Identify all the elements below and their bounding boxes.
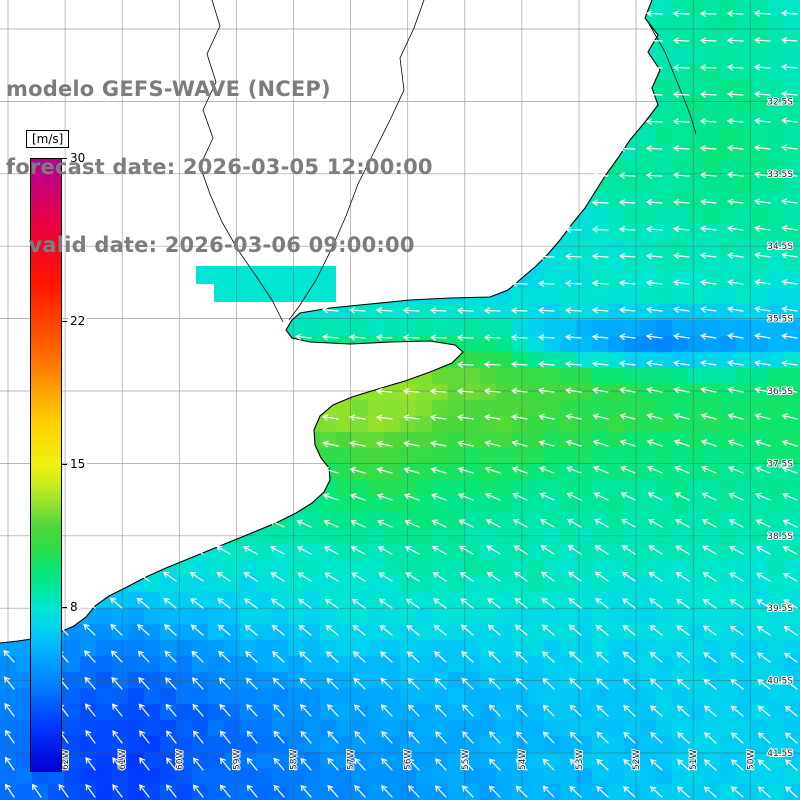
longitude-label: 50W — [746, 750, 756, 770]
longitude-label: 62W — [61, 750, 71, 770]
longitude-label: 56W — [404, 750, 414, 770]
river-line — [199, 0, 284, 323]
longitude-label: 59W — [232, 750, 242, 770]
latitude-label: 39.5S — [767, 604, 793, 614]
longitude-label: 53W — [575, 750, 585, 770]
forecast-date: forecast date: 2026-03-05 12:00:00 — [6, 155, 433, 179]
latitude-label: 32.5S — [767, 97, 793, 107]
model-title: modelo GEFS-WAVE (NCEP) — [6, 77, 331, 101]
latitude-label: 35.5S — [767, 315, 793, 325]
latitude-label: 38.5S — [767, 532, 793, 542]
colorbar-tick-label: 15 — [68, 456, 88, 472]
valid-date: valid date: 2026-03-06 09:00:00 — [6, 233, 415, 257]
longitude-label: 52W — [632, 750, 642, 770]
colorbar-tick-mark — [61, 606, 67, 608]
forecast-header: modelo GEFS-WAVE (NCEP) forecast date: 2… — [6, 24, 433, 310]
longitude-label: 57W — [347, 750, 357, 770]
latitude-label: 40.5S — [767, 677, 793, 687]
river-line — [648, 23, 697, 135]
latitude-label: 34.5S — [767, 242, 793, 252]
graticule-labels: 32.5S 33.5S 34.5S 35.5S 36.5S 37.5S 38.5S 39.5S… — [60, 96, 794, 771]
latitude-label: 41.5S — [767, 749, 793, 759]
colorbar-gradient — [30, 158, 62, 772]
latitude-label: 36.5S — [767, 387, 793, 397]
estuary-water-cell — [196, 266, 336, 284]
colorbar-tick-label: 30 — [68, 150, 88, 166]
river-line — [288, 0, 425, 321]
longitude-label: 58W — [290, 750, 300, 770]
coastline — [0, 0, 661, 644]
colorbar-tick-mark — [61, 464, 67, 465]
colorbar-tick-mark — [61, 321, 67, 323]
land-polygon — [0, 0, 660, 643]
colorbar-tick-label: 22 — [68, 313, 88, 330]
colorbar-unit-label: [m/s] — [26, 130, 70, 148]
estuary-water-cell — [214, 284, 336, 302]
colorbar: [m/s] 30 22 15 8 — [0, 0, 120, 800]
longitude-label: 51W — [689, 750, 699, 770]
longitude-label: 55W — [461, 750, 471, 770]
colorbar-tick-label: 8 — [68, 598, 80, 615]
latitude-label: 37.5S — [767, 459, 793, 469]
latitude-label: 33.5S — [767, 170, 793, 180]
longitude-label: 61W — [118, 750, 128, 770]
longitude-label: 54W — [518, 750, 528, 770]
colorbar-tick-mark — [61, 158, 67, 159]
longitude-label: 60W — [175, 750, 185, 770]
